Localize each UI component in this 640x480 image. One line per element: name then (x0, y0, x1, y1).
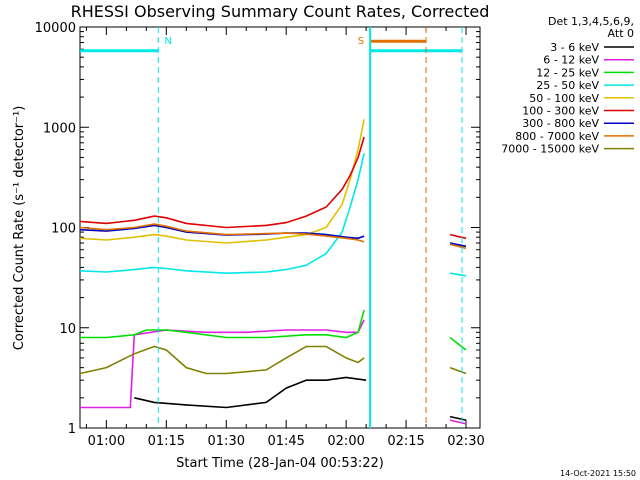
series-3-line-post-gap (449, 336, 467, 351)
series-layer (79, 119, 467, 425)
legend-label-5: 50 - 100 keV (529, 92, 599, 105)
series-2-line-post-gap (449, 419, 467, 425)
legend-label-3: 12 - 25 keV (536, 66, 599, 79)
chart-title: RHESSI Observing Summary Count Rates, Co… (71, 2, 490, 21)
series-4-line-post-gap (449, 272, 467, 277)
series-4-line (79, 153, 365, 275)
legend-label-2: 6 - 12 keV (543, 54, 599, 67)
legend-label-1: 3 - 6 keV (550, 41, 599, 54)
x-tick-label: 01:30 (208, 434, 245, 449)
axes: 01:00 01:15 01:30 01:45 02:00 02:15 02:30 1 10 10… (35, 21, 485, 449)
series-6-line-post-gap (449, 233, 467, 240)
y-tick-label: 10 (59, 322, 76, 337)
series-2-line (80, 319, 365, 409)
y-axis-label: Corrected Count Rate (s⁻¹ detector⁻¹) (12, 106, 27, 351)
legend-header-line2: Att 0 (608, 27, 634, 40)
annotation-label-N: N (164, 36, 171, 47)
x-tick-label: 01:00 (88, 434, 125, 449)
y-tick-label: 1000 (43, 121, 76, 136)
legend-label-6: 100 - 300 keV (522, 105, 599, 118)
y-tick-label: 10000 (35, 21, 76, 36)
legend-label-4: 25 - 50 keV (536, 79, 599, 92)
legend-header-line1: Det 1,3,4,5,6,9, (548, 15, 634, 28)
legend-label-9: 7000 - 15000 keV (501, 143, 599, 156)
y-tick-label: 100 (51, 222, 76, 237)
series-8-line-post-gap (449, 243, 467, 250)
y-tick-label: 1 (68, 422, 76, 437)
x-tick-label: 01:15 (148, 434, 185, 449)
series-6-line (79, 136, 365, 229)
series-9-line (79, 345, 365, 375)
footer-date: 14-Oct-2021 15:50 (560, 469, 636, 478)
series-8-line (79, 223, 365, 243)
x-tick-label: 02:30 (447, 434, 484, 449)
series-7-line-post-gap (449, 242, 467, 248)
legend-label-7: 300 - 800 keV (522, 117, 599, 130)
x-tick-label: 02:15 (387, 434, 424, 449)
x-tick-label: 01:45 (267, 434, 304, 449)
annotation-label-S: S (358, 36, 364, 47)
legend-label-8: 800 - 7000 keV (515, 130, 599, 143)
x-tick-label: 02:00 (327, 434, 364, 449)
series-1-line-post-gap (449, 415, 467, 421)
series-1-line (134, 376, 367, 409)
series-3-line (80, 309, 365, 339)
series-5-line (79, 119, 365, 244)
series-9-line-post-gap (449, 366, 467, 375)
x-axis-label: Start Time (28-Jan-04 00:53:22) (176, 456, 384, 471)
